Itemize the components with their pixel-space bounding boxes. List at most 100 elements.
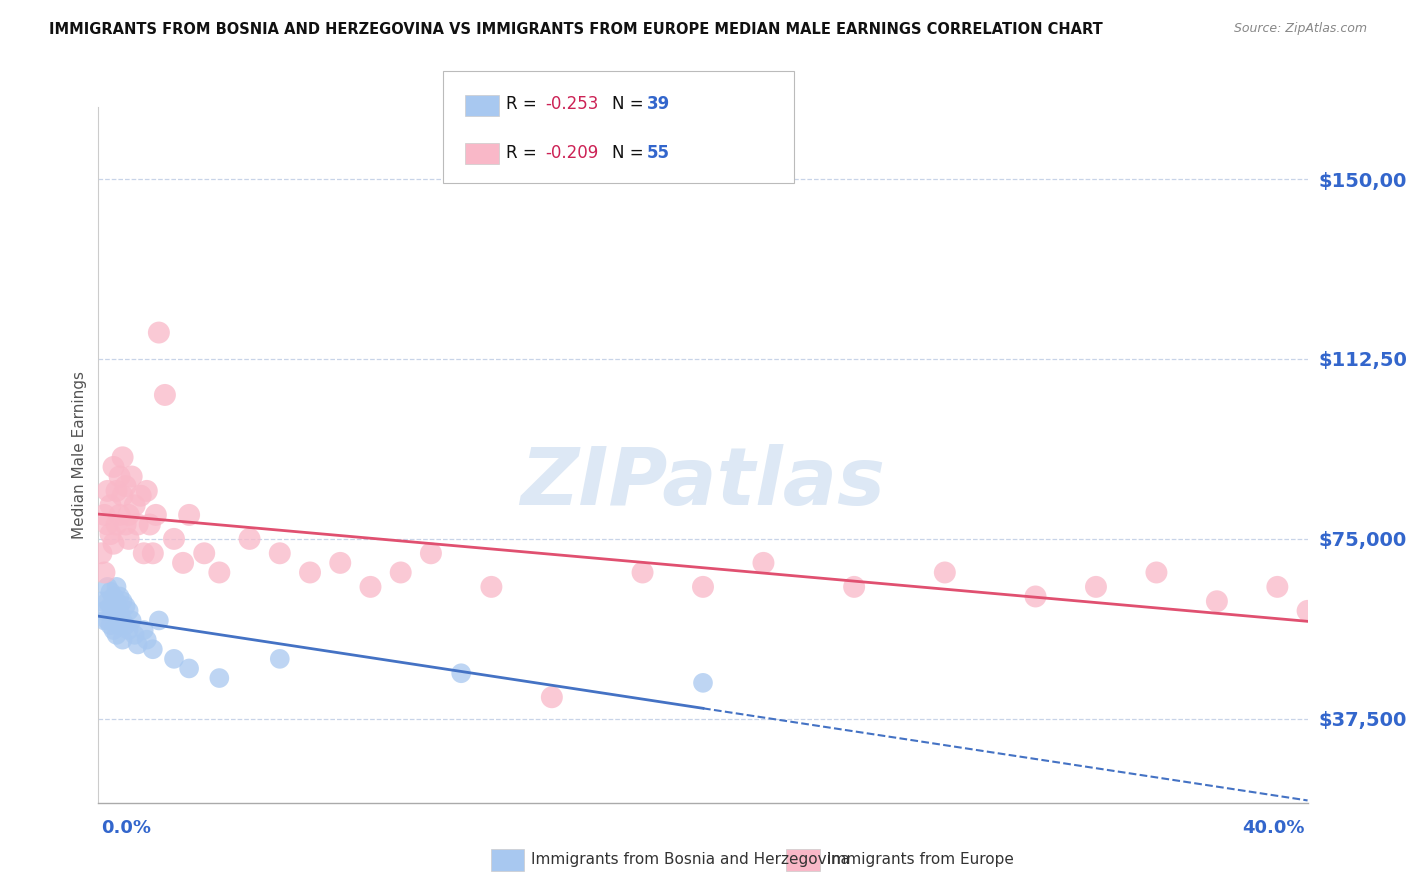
Point	[103, 537, 125, 551]
Text: 55: 55	[647, 144, 669, 161]
Text: N =: N =	[612, 95, 648, 113]
Point	[163, 532, 186, 546]
Point	[419, 546, 441, 560]
Point	[127, 517, 149, 532]
Point	[208, 671, 231, 685]
Point	[100, 618, 122, 632]
Point	[103, 590, 125, 604]
Point	[329, 556, 352, 570]
Point	[105, 580, 128, 594]
Point	[108, 469, 131, 483]
Point	[239, 532, 262, 546]
Point	[934, 566, 956, 580]
Text: -0.209: -0.209	[546, 144, 599, 161]
Point	[114, 599, 136, 613]
Point	[121, 469, 143, 483]
Point	[105, 517, 128, 532]
Point	[540, 690, 562, 705]
Point	[135, 632, 157, 647]
Point	[96, 517, 118, 532]
Point	[145, 508, 167, 522]
Point	[132, 546, 155, 560]
Point	[111, 489, 134, 503]
Point	[135, 483, 157, 498]
Point	[1296, 604, 1319, 618]
Point	[450, 666, 472, 681]
Text: R =: R =	[506, 95, 543, 113]
Text: R =: R =	[506, 144, 543, 161]
Point	[172, 556, 194, 570]
Point	[105, 483, 128, 498]
Point	[631, 566, 654, 580]
Point	[692, 580, 714, 594]
Point	[1144, 566, 1167, 580]
Point	[142, 642, 165, 657]
Point	[269, 652, 291, 666]
Point	[103, 623, 125, 637]
Point	[118, 532, 141, 546]
Point	[148, 326, 170, 340]
Point	[103, 604, 125, 618]
Point	[105, 628, 128, 642]
Point	[1024, 590, 1046, 604]
Point	[105, 594, 128, 608]
Text: IMMIGRANTS FROM BOSNIA AND HERZEGOVINA VS IMMIGRANTS FROM EUROPE MEDIAN MALE EAR: IMMIGRANTS FROM BOSNIA AND HERZEGOVINA V…	[49, 22, 1102, 37]
Point	[1085, 580, 1108, 594]
Text: Source: ZipAtlas.com: Source: ZipAtlas.com	[1233, 22, 1367, 36]
Point	[96, 580, 118, 594]
Point	[299, 566, 322, 580]
Point	[132, 623, 155, 637]
Point	[96, 483, 118, 498]
Point	[108, 508, 131, 522]
Point	[121, 614, 143, 628]
Point	[142, 546, 165, 560]
Point	[389, 566, 412, 580]
Point	[208, 566, 231, 580]
Text: Immigrants from Bosnia and Herzegovina: Immigrants from Bosnia and Herzegovina	[531, 853, 851, 867]
Text: ZIPatlas: ZIPatlas	[520, 443, 886, 522]
Point	[124, 498, 146, 512]
Point	[118, 604, 141, 618]
Point	[481, 580, 503, 594]
Point	[100, 584, 122, 599]
Point	[111, 632, 134, 647]
Point	[118, 508, 141, 522]
Point	[139, 517, 162, 532]
Point	[177, 661, 201, 675]
Point	[127, 637, 149, 651]
Point	[692, 676, 714, 690]
Point	[108, 618, 131, 632]
Point	[111, 594, 134, 608]
Text: 40.0%: 40.0%	[1243, 819, 1305, 837]
Point	[105, 608, 128, 623]
Point	[108, 604, 131, 618]
Point	[114, 517, 136, 532]
Y-axis label: Median Male Earnings: Median Male Earnings	[72, 371, 87, 539]
Point	[752, 556, 775, 570]
Point	[93, 566, 115, 580]
Point	[129, 489, 152, 503]
Point	[163, 652, 186, 666]
Point	[124, 628, 146, 642]
Text: N =: N =	[612, 144, 648, 161]
Point	[111, 614, 134, 628]
Point	[153, 388, 176, 402]
Point	[100, 599, 122, 613]
Point	[193, 546, 215, 560]
Point	[844, 580, 866, 594]
Point	[93, 508, 115, 522]
Point	[114, 618, 136, 632]
Point	[100, 498, 122, 512]
Point	[269, 546, 291, 560]
Point	[96, 614, 118, 628]
Point	[360, 580, 382, 594]
Point	[90, 546, 112, 560]
Point	[103, 459, 125, 474]
Text: 39: 39	[647, 95, 671, 113]
Point	[90, 594, 112, 608]
Point	[118, 623, 141, 637]
Point	[1206, 594, 1229, 608]
Point	[100, 527, 122, 541]
Point	[1265, 580, 1288, 594]
Point	[114, 479, 136, 493]
